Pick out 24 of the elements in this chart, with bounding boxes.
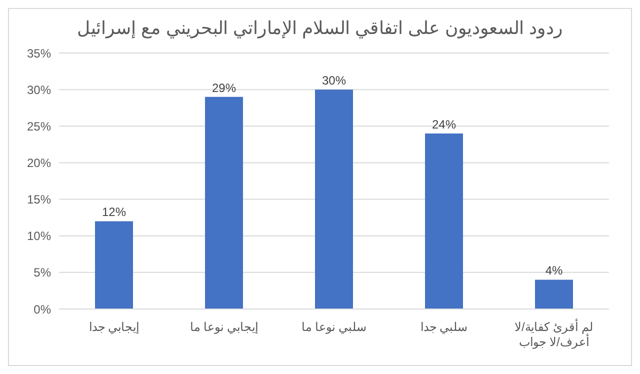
bar xyxy=(425,133,463,309)
y-tick-label: 30% xyxy=(26,82,52,97)
x-tick-label: سلبي نوعا ما xyxy=(302,320,366,334)
x-tick-label: إيجابي جدا xyxy=(88,320,140,335)
y-tick-label: 5% xyxy=(34,266,52,280)
data-label: 12% xyxy=(102,205,126,220)
y-tick-label: 25% xyxy=(26,119,52,134)
y-tick-label: 10% xyxy=(26,229,52,244)
x-tick-label: سلبي جدا xyxy=(420,320,468,334)
y-tick-label: 0% xyxy=(34,302,52,316)
data-label: 24% xyxy=(432,117,456,132)
data-label: 29% xyxy=(212,80,236,95)
x-tick-label: لم أقرئ كفاية/لا أعرف/لا جواب xyxy=(514,319,594,349)
y-tick-label: 15% xyxy=(26,192,52,207)
bar xyxy=(205,96,243,309)
bar xyxy=(95,221,133,309)
data-label: 4% xyxy=(545,264,563,278)
data-label: 30% xyxy=(322,74,346,88)
chart-title: ردود السعوديون على اتفاقي السلام الإماراتي البحريني مع إسرائيل xyxy=(76,17,564,39)
bar xyxy=(535,280,573,309)
bar xyxy=(315,90,353,309)
y-tick-label: 35% xyxy=(26,46,52,60)
y-tick-label: 20% xyxy=(26,156,52,170)
x-tick-label: إيجابي نوعا ما xyxy=(190,320,258,335)
